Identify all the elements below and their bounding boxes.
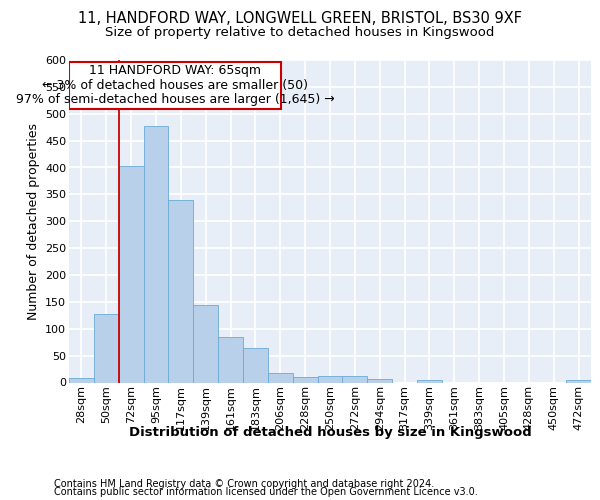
FancyBboxPatch shape [70,62,281,110]
Text: Contains public sector information licensed under the Open Government Licence v3: Contains public sector information licen… [54,487,478,497]
Bar [566,380,591,382]
Text: 11, HANDFORD WAY, LONGWELL GREEN, BRISTOL, BS30 9XF: 11, HANDFORD WAY, LONGWELL GREEN, BRISTO… [78,11,522,26]
Text: ← 3% of detached houses are smaller (50): ← 3% of detached houses are smaller (50) [42,79,308,92]
Bar [367,380,392,382]
Text: Size of property relative to detached houses in Kingswood: Size of property relative to detached ho… [106,26,494,39]
Bar [243,348,268,382]
Y-axis label: Number of detached properties: Number of detached properties [26,122,40,320]
Bar [119,166,143,382]
Bar [317,376,343,382]
Bar [343,376,367,382]
Bar [293,376,317,382]
Text: Distribution of detached houses by size in Kingswood: Distribution of detached houses by size … [128,426,532,439]
Bar [417,380,442,382]
Text: Contains HM Land Registry data © Crown copyright and database right 2024.: Contains HM Land Registry data © Crown c… [54,479,434,489]
Bar [94,314,119,382]
Bar [169,200,193,382]
Text: 11 HANDFORD WAY: 65sqm: 11 HANDFORD WAY: 65sqm [89,64,261,78]
Bar [193,304,218,382]
Bar [218,337,243,382]
Bar [143,126,169,382]
Bar [69,378,94,382]
Text: 97% of semi-detached houses are larger (1,645) →: 97% of semi-detached houses are larger (… [16,94,335,106]
Bar [268,373,293,382]
